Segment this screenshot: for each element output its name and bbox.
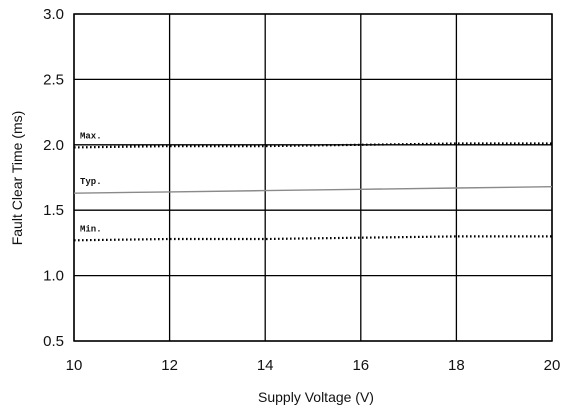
y-tick-label: 2.0 — [43, 137, 64, 154]
y-tick-label: 1.5 — [43, 202, 64, 219]
x-tick-label: 16 — [352, 357, 369, 374]
series-label-typ: Typ. — [80, 177, 102, 187]
x-axis-title: Supply Voltage (V) — [258, 389, 374, 405]
x-tick-label: 14 — [257, 357, 274, 374]
series-line-typ — [73, 186, 553, 194]
series-line-min — [73, 235, 552, 242]
x-tick-label: 10 — [66, 357, 83, 374]
series-lines — [73, 142, 553, 242]
x-tick-label: 18 — [448, 357, 465, 374]
series-label-min: Min. — [80, 224, 102, 234]
x-tick-label: 12 — [161, 357, 178, 374]
x-tick-label: 20 — [544, 357, 561, 374]
y-axis-title: Fault Clear Time (ms) — [9, 111, 25, 246]
tick-labels: 10 12 14 16 18 20 0.5 1.0 1.5 2.0 2.5 3.0 — [43, 6, 560, 374]
y-tick-label: 0.5 — [43, 333, 64, 350]
plot-frame — [73, 13, 553, 342]
grid — [73, 13, 553, 342]
series-labels: Max. Typ. Min. — [80, 131, 102, 234]
y-tick-label: 3.0 — [43, 6, 64, 23]
y-tick-label: 2.5 — [43, 71, 64, 88]
series-label-max: Max. — [80, 131, 102, 141]
y-tick-label: 1.0 — [43, 268, 64, 285]
